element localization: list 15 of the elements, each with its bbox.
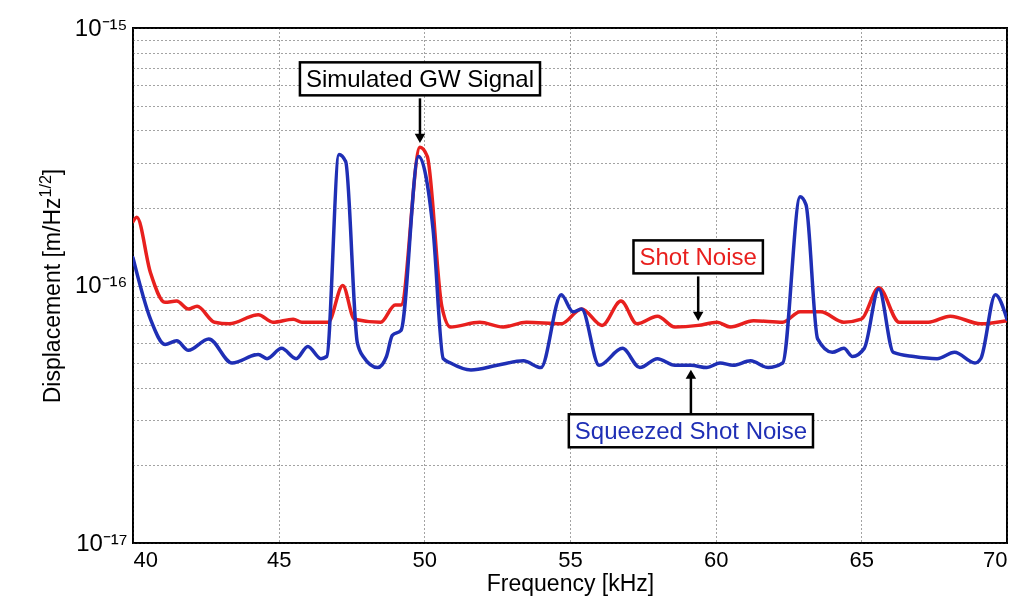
y-tick-label: 10⁻¹⁷ [76, 528, 128, 556]
x-tick-label: 60 [703, 546, 729, 572]
x-tick-label: 50 [412, 546, 438, 572]
y-tick-label: 10⁻¹⁵ [74, 13, 128, 41]
x-tick-label: 55 [558, 546, 583, 572]
x-axis-title: Frequency [kHz] [486, 569, 655, 596]
y-tick-label: 10⁻¹⁶ [74, 271, 128, 298]
series-label: Shot Noise [639, 243, 757, 271]
x-tick-label: 65 [849, 546, 875, 572]
x-tick-label: 70 [983, 546, 1008, 572]
line-series [133, 152, 1007, 372]
x-tick-label: 40 [133, 546, 158, 572]
text: Squeezed Shot Noise [574, 417, 807, 445]
annotation: Simulated GW Signal [305, 65, 535, 93]
x-tick-label: 45 [266, 546, 292, 572]
